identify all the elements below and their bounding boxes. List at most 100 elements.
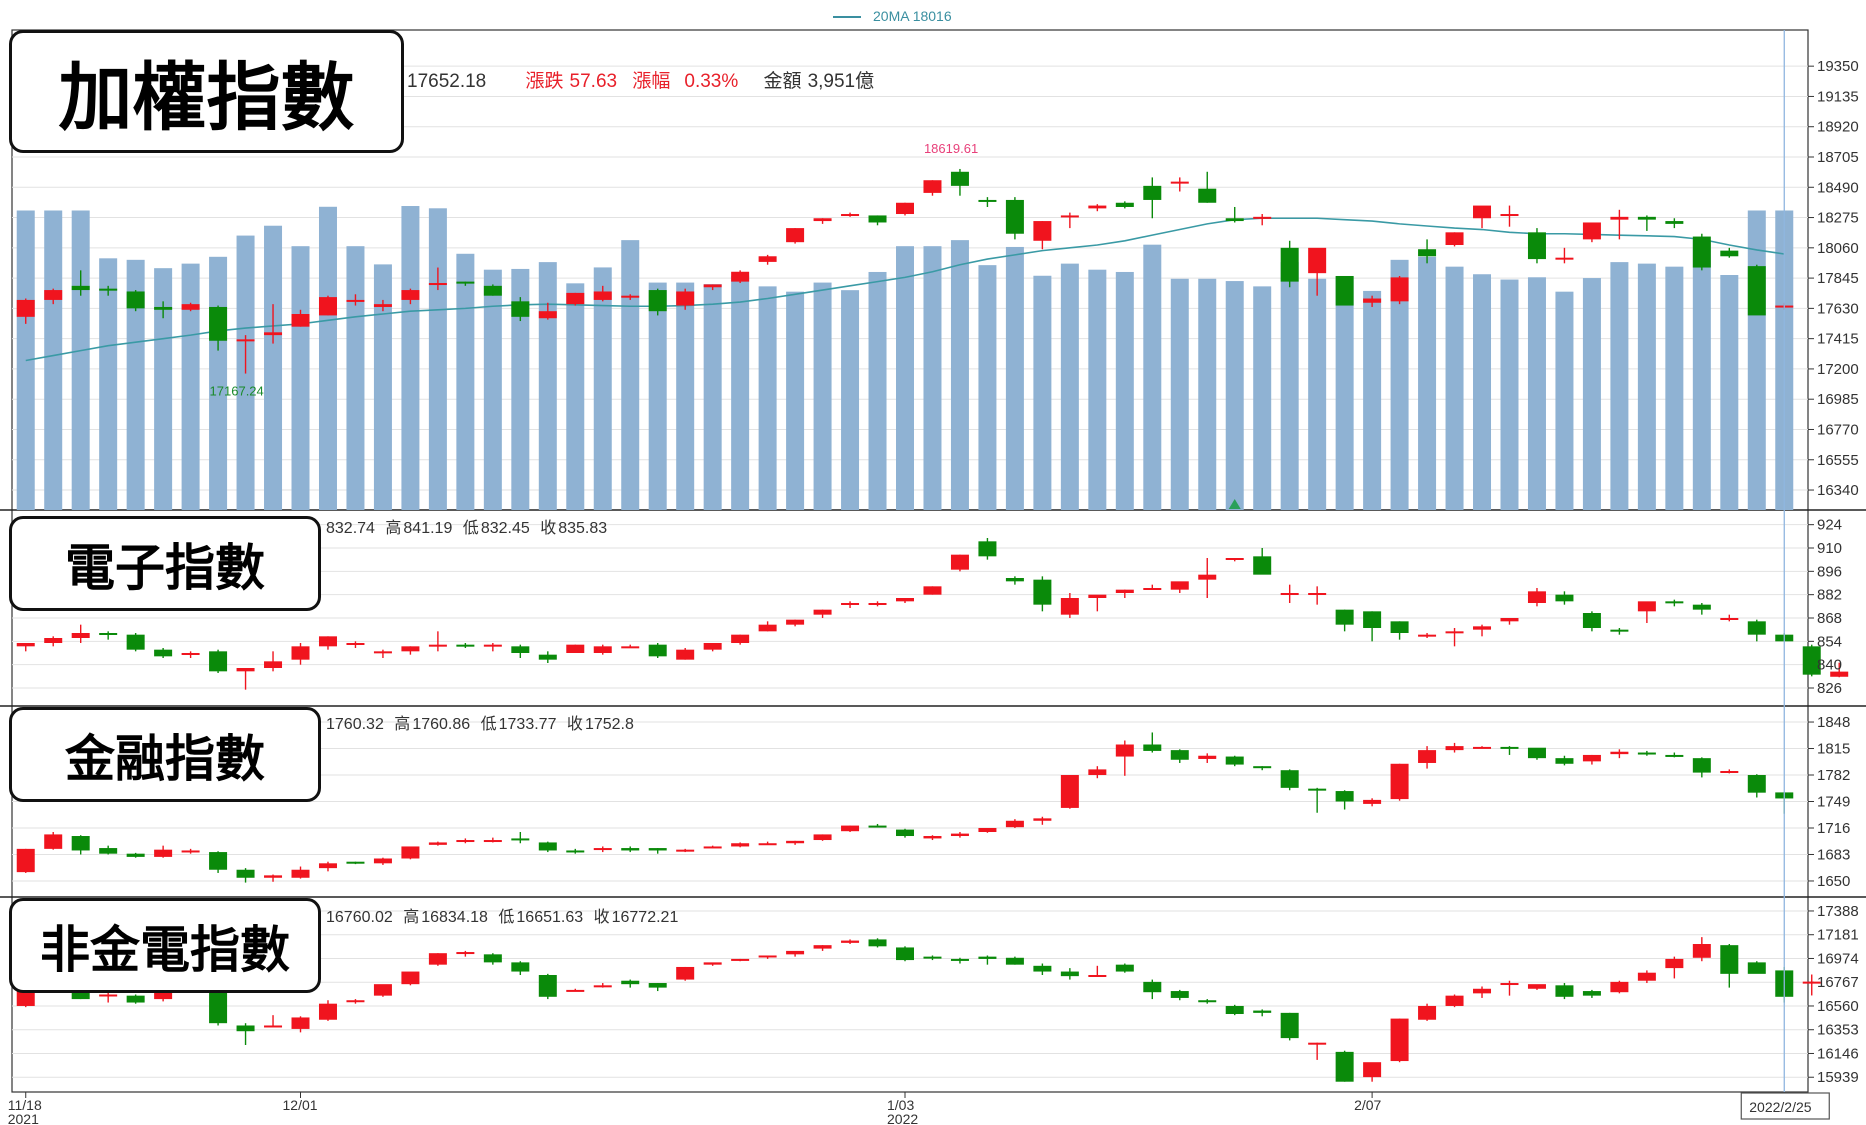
candle-body [1610, 216, 1629, 220]
electronic-close: 835.83 [558, 520, 608, 537]
candle-body [1280, 1012, 1299, 1039]
y-tick-label: 17845 [1817, 270, 1859, 287]
candle-body [923, 586, 942, 595]
candle-body [813, 834, 832, 841]
candle-body [1005, 820, 1024, 828]
candle-body [483, 644, 502, 647]
candle-body [1473, 626, 1492, 630]
electronic-high: 841.19 [403, 520, 453, 537]
volume-bar [1060, 263, 1079, 510]
volume-bar [731, 275, 750, 510]
candle-body [1088, 769, 1107, 776]
candle-body [1665, 958, 1684, 969]
volume-bar [181, 263, 200, 510]
candle-body [1720, 250, 1739, 257]
y-tick-label: 16560 [1817, 998, 1859, 1015]
y-tick-label: 1683 [1817, 846, 1850, 863]
candle-body [1637, 216, 1656, 220]
candle-body [1445, 746, 1464, 751]
candle-body [126, 634, 145, 650]
candle-body [511, 301, 530, 317]
marker-triangle [1228, 499, 1241, 509]
candle-body [1747, 621, 1766, 635]
candle-body [99, 848, 118, 854]
candle-body [1363, 298, 1382, 303]
taiex-pct: 0.33% [684, 71, 739, 92]
candle-body [813, 945, 832, 949]
candle-body [1115, 589, 1134, 593]
candle-body [1033, 221, 1052, 241]
candle-body [291, 314, 310, 327]
electronic-title-badge: 電子指數 [9, 516, 321, 611]
y-tick-label: 18490 [1817, 179, 1859, 196]
volume-bar [71, 210, 90, 510]
y-tick-label: 18705 [1817, 149, 1859, 166]
candle-body [923, 180, 942, 193]
candle-body [1720, 618, 1739, 620]
candle-body [841, 214, 860, 217]
candle-body [538, 974, 557, 997]
candle-body [511, 962, 530, 972]
y-tick-label: 19350 [1817, 58, 1859, 75]
candle-body [703, 846, 722, 849]
candle-body [1308, 247, 1327, 274]
candle-body [1033, 818, 1052, 821]
candle-body [1253, 766, 1272, 769]
ma-legend-label: 20MA 18016 [873, 8, 952, 24]
volume-bar [1665, 266, 1684, 510]
candle-body [428, 283, 447, 286]
candle-body [758, 955, 777, 958]
candle-body [703, 643, 722, 650]
candle-body [1005, 578, 1024, 582]
candle-body [1225, 558, 1244, 560]
candle-body [1225, 1005, 1244, 1015]
candle-body [318, 1003, 337, 1020]
candle-body [428, 644, 447, 647]
financial-close-label: 收 [566, 716, 583, 733]
y-tick-label: 18275 [1817, 210, 1859, 227]
candle-body [1170, 581, 1189, 590]
candle-body [1005, 199, 1024, 234]
candle-body [1610, 751, 1629, 755]
volume-bar [896, 246, 914, 510]
candle-body [154, 306, 173, 310]
y-tick-label: 868 [1817, 610, 1842, 627]
financial-low-label: 低 [480, 716, 497, 733]
candle-body [621, 295, 640, 298]
candle-body [1527, 747, 1546, 759]
volume-bar [99, 258, 118, 510]
candle-body [703, 284, 722, 288]
y-tick-label: 1815 [1817, 741, 1850, 758]
candle-body [1390, 1018, 1409, 1062]
taiex-change-label: 漲跌 [525, 71, 564, 92]
x-tick-label: 1/03 [887, 1097, 914, 1113]
nonfin-high: 16834.18 [421, 909, 488, 926]
candle-body [16, 848, 35, 873]
volume-bar [1555, 291, 1574, 510]
volume-bar [813, 282, 832, 510]
candle-body [1225, 756, 1244, 765]
candle-body [566, 850, 585, 853]
y-tick-label: 16146 [1817, 1045, 1859, 1062]
candle-body [1802, 981, 1821, 984]
volume-bar [538, 262, 557, 510]
candle-body [1280, 593, 1299, 595]
taiex-close: 17652.18 [407, 71, 487, 92]
volume-bar [483, 269, 502, 510]
candle-body [318, 636, 337, 647]
candle-body [236, 339, 255, 342]
candle-body [1308, 788, 1327, 791]
candle-body [868, 603, 887, 605]
y-tick-label: 882 [1817, 587, 1842, 604]
candle-body [1500, 214, 1519, 217]
x-tick-year: 2021 [8, 1111, 39, 1125]
candle-body [1582, 991, 1601, 996]
candle-body [1363, 1062, 1382, 1078]
candle-body [1665, 221, 1684, 224]
financial-close: 1752.8 [584, 716, 634, 733]
candle-body [1582, 222, 1601, 240]
volume-bar [676, 282, 695, 510]
volume-bar [868, 271, 887, 510]
candle-body [1720, 945, 1739, 974]
